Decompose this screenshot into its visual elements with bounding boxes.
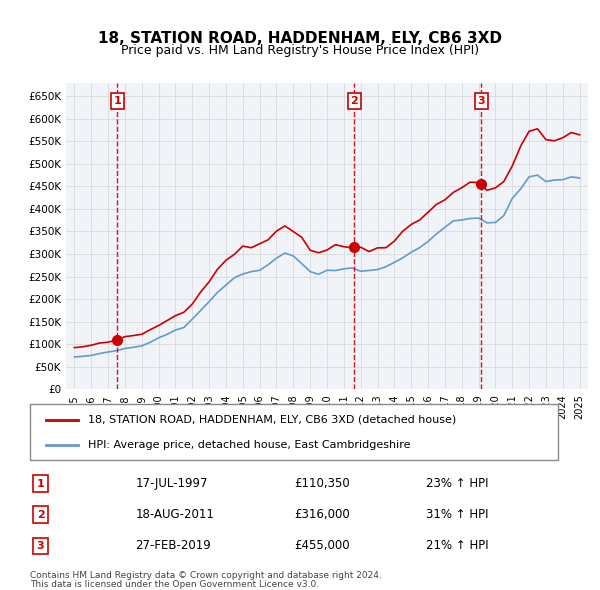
Text: 27-FEB-2019: 27-FEB-2019	[136, 539, 211, 552]
Text: 3: 3	[37, 541, 44, 551]
FancyBboxPatch shape	[30, 404, 558, 460]
Text: 23% ↑ HPI: 23% ↑ HPI	[426, 477, 488, 490]
Text: HPI: Average price, detached house, East Cambridgeshire: HPI: Average price, detached house, East…	[88, 440, 410, 450]
Text: Contains HM Land Registry data © Crown copyright and database right 2024.: Contains HM Land Registry data © Crown c…	[30, 571, 382, 580]
Text: This data is licensed under the Open Government Licence v3.0.: This data is licensed under the Open Gov…	[30, 579, 319, 589]
Text: 18, STATION ROAD, HADDENHAM, ELY, CB6 3XD (detached house): 18, STATION ROAD, HADDENHAM, ELY, CB6 3X…	[88, 415, 457, 425]
Text: 2: 2	[37, 510, 44, 520]
Text: £110,350: £110,350	[294, 477, 350, 490]
Text: Price paid vs. HM Land Registry's House Price Index (HPI): Price paid vs. HM Land Registry's House …	[121, 44, 479, 57]
Text: 3: 3	[478, 96, 485, 106]
Text: 18, STATION ROAD, HADDENHAM, ELY, CB6 3XD: 18, STATION ROAD, HADDENHAM, ELY, CB6 3X…	[98, 31, 502, 46]
Text: 18-AUG-2011: 18-AUG-2011	[136, 508, 214, 522]
Text: 2: 2	[350, 96, 358, 106]
Text: £455,000: £455,000	[294, 539, 350, 552]
Text: £316,000: £316,000	[294, 508, 350, 522]
Text: 31% ↑ HPI: 31% ↑ HPI	[426, 508, 488, 522]
Text: 1: 1	[113, 96, 121, 106]
Text: 17-JUL-1997: 17-JUL-1997	[136, 477, 208, 490]
Text: 1: 1	[37, 478, 44, 489]
Text: 21% ↑ HPI: 21% ↑ HPI	[426, 539, 488, 552]
